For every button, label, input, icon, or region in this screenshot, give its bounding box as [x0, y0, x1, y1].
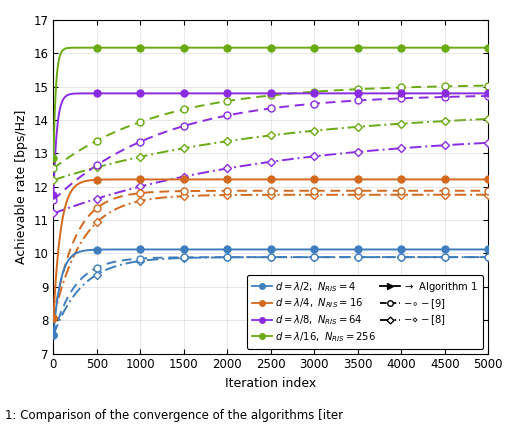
Legend: $d=\lambda/2,\ N_{RIS}=4$, $d=\lambda/4,\ N_{RIS}=16$, $d=\lambda/8,\ N_{RIS}=64: $d=\lambda/2,\ N_{RIS}=4$, $d=\lambda/4,… — [247, 275, 483, 349]
Text: 1: Comparison of the convergence of the algorithms [iter: 1: Comparison of the convergence of the … — [5, 409, 343, 422]
X-axis label: Iteration index: Iteration index — [225, 377, 316, 390]
Y-axis label: Achievable rate [bps/Hz]: Achievable rate [bps/Hz] — [15, 109, 28, 264]
